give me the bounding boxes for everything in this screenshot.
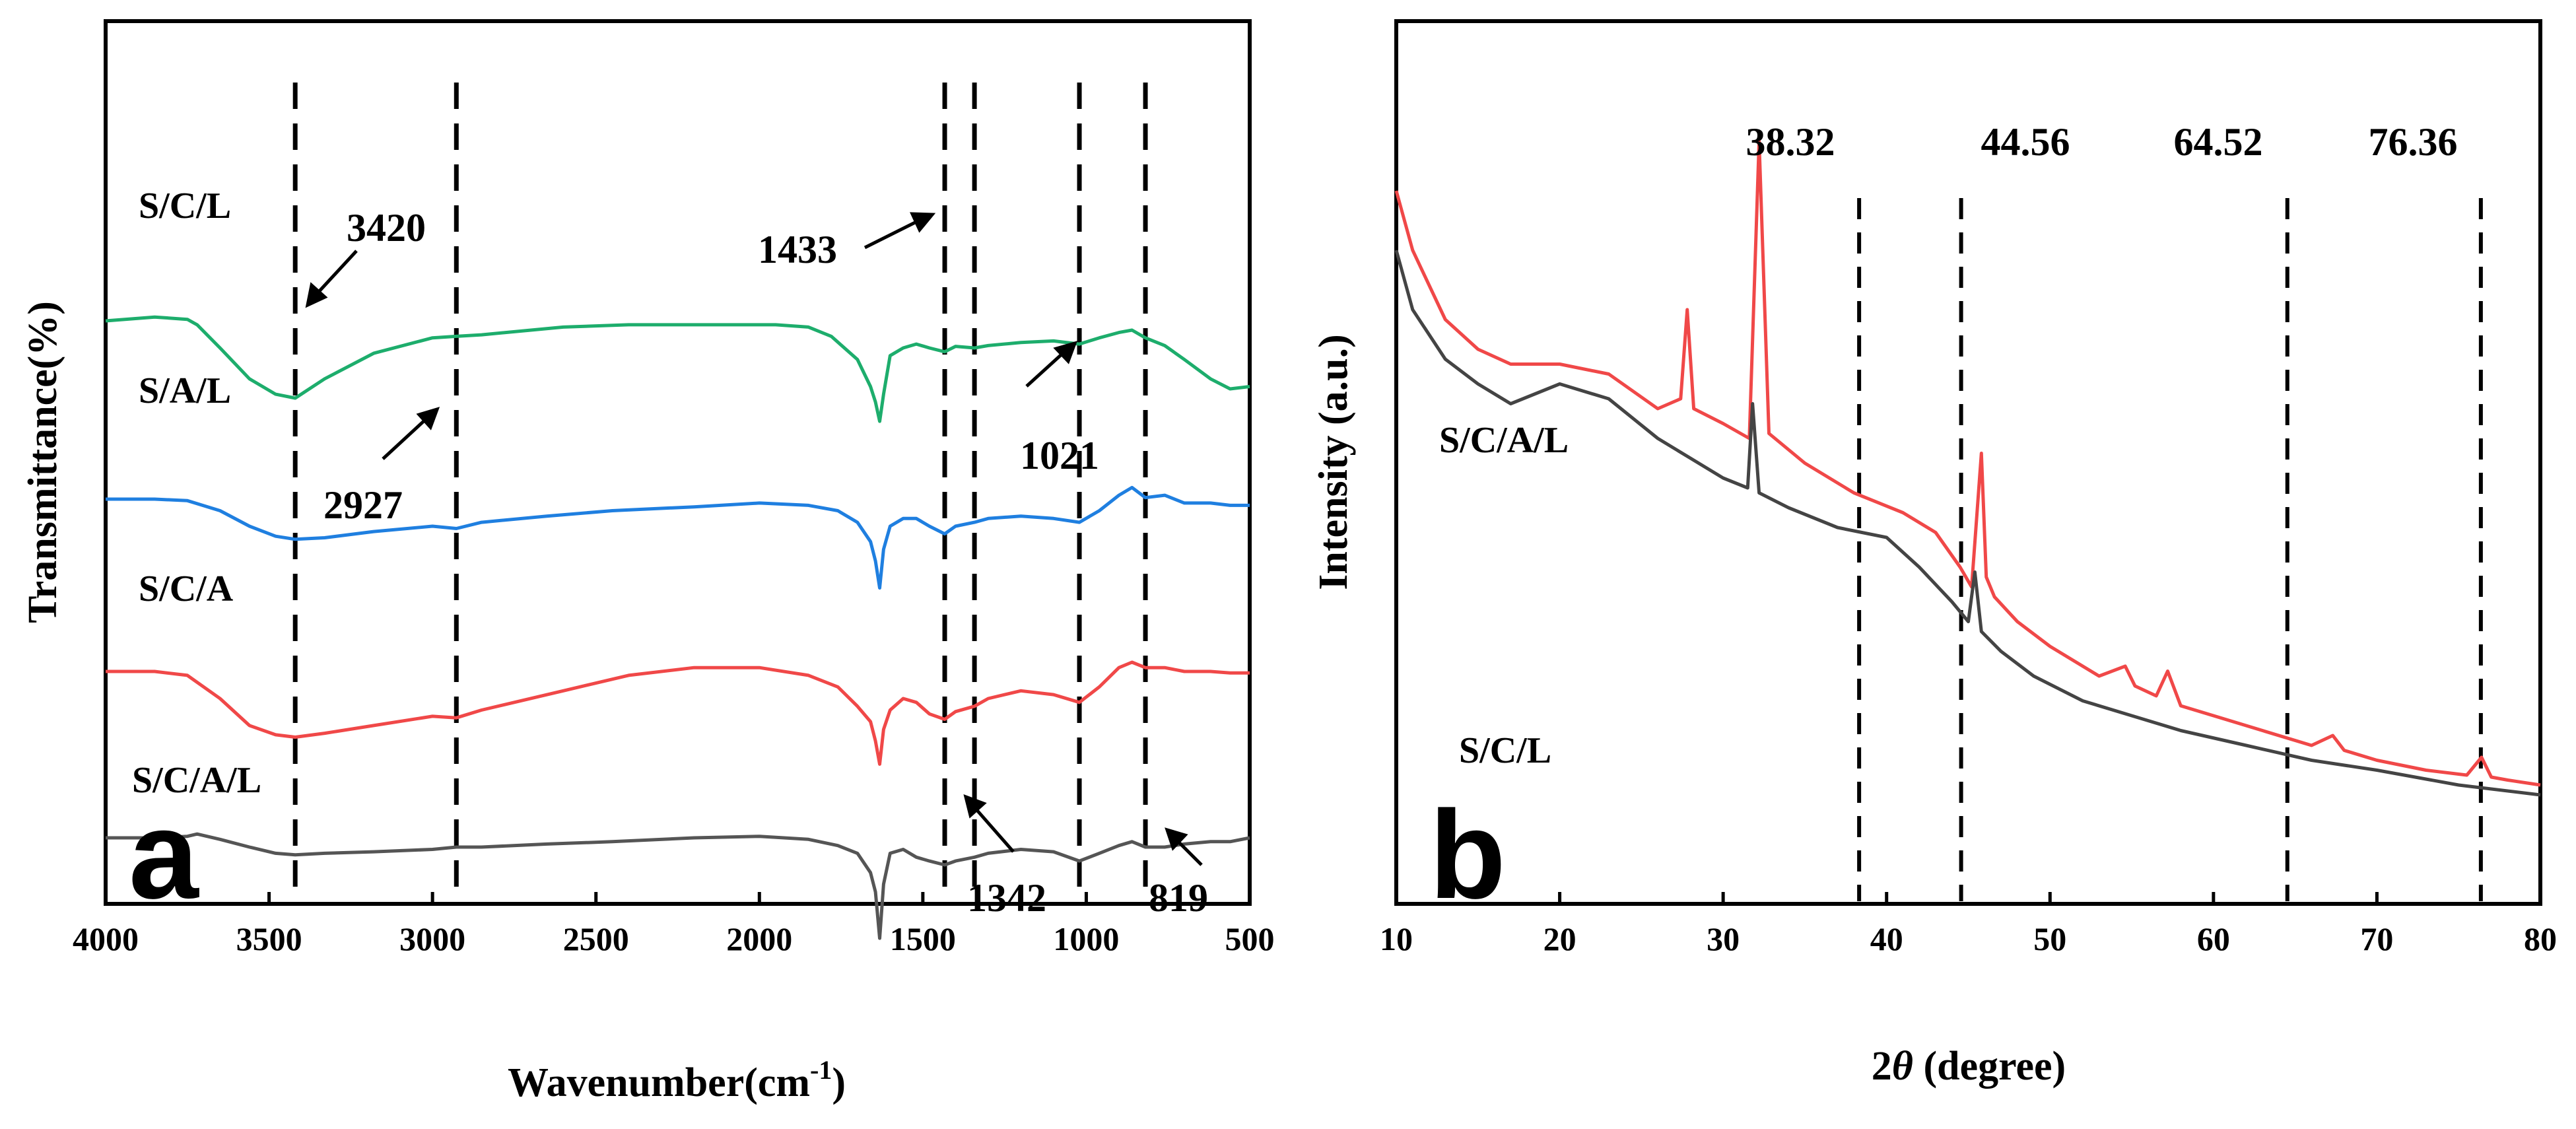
panel-a-series-s-a-l <box>106 485 1250 590</box>
panel-a-reference-lines <box>292 83 1148 901</box>
panel-b-tick-label-10: 10 <box>1380 920 1413 957</box>
arrow-819 <box>1177 840 1203 866</box>
panel-b-tick-label-60: 60 <box>2197 920 2230 957</box>
annotation-1433: 1433 <box>758 228 837 271</box>
panel-a-tick-label-500: 500 <box>1225 920 1275 957</box>
panel-b-series-s-c-a-l <box>1394 139 2541 787</box>
panel-a-letter: a <box>129 785 199 925</box>
arrow-1021 <box>1025 352 1064 388</box>
panel-a-tick-label-3000: 3000 <box>399 920 465 957</box>
panel-a-series <box>105 315 1250 940</box>
annotation-2927: 2927 <box>323 483 403 527</box>
panel-b-y-axis-title: Intensity (a.u.) <box>1311 334 1356 590</box>
annotation-38-32: 38.32 <box>1746 120 1835 164</box>
panel-b-label-s-c-l: S/C/L <box>1459 730 1551 771</box>
panel-a-label-s-c-a-l: S/C/A/L <box>132 760 261 801</box>
arrow-2927-head <box>416 407 440 430</box>
panel-a-label-s-c-a: S/C/A <box>139 568 234 609</box>
panel-b-tick-label-80: 80 <box>2524 920 2557 957</box>
panel-a-tick-label-3500: 3500 <box>236 920 302 957</box>
arrow-2927 <box>382 418 427 460</box>
panel-b-x-ticks: 10 20 30 40 50 60 70 80 <box>1380 892 2557 957</box>
arrow-3420-head <box>305 282 328 308</box>
arrow-1021-head <box>1053 341 1078 364</box>
panel-a-label-s-c-l: S/C/L <box>139 186 231 226</box>
panel-a-label-s-a-l: S/A/L <box>139 370 231 411</box>
arrow-1342-head <box>963 794 987 819</box>
annotation-44-56: 44.56 <box>1981 120 2070 164</box>
panel-b-tick-label-20: 20 <box>1543 920 1576 957</box>
panel-b-tick-label-40: 40 <box>1870 920 1903 957</box>
arrow-819-head <box>1165 827 1188 851</box>
annotation-3420: 3420 <box>347 206 426 250</box>
panel-b-plot-frame <box>1394 19 2542 906</box>
arrow-1342 <box>974 807 1015 853</box>
panel-b-label-s-c-a-l: S/C/A/L <box>1439 420 1569 461</box>
panel-a-tick-label-1500: 1500 <box>890 920 956 957</box>
panel-b-xrd-chart: 10 20 30 40 50 60 70 80 2θ (degree) Intensity (… <box>1311 19 2557 1089</box>
arrow-1433 <box>864 219 919 250</box>
panel-a-arrows <box>305 212 1203 866</box>
panel-b-x-axis-title: 2θ (degree) <box>1872 1044 2066 1089</box>
panel-b-tick-label-70: 70 <box>2360 920 2393 957</box>
panel-a-series-s-c-l <box>105 315 1250 423</box>
panel-b-series <box>1394 139 2541 797</box>
annotation-1021: 1021 <box>1020 434 1099 477</box>
panel-b-letter: b <box>1429 785 1506 925</box>
panel-a-tick-label-2500: 2500 <box>563 920 629 957</box>
panel-a-tick-label-4000: 4000 <box>73 920 139 957</box>
panel-b-tick-label-30: 30 <box>1707 920 1740 957</box>
annotation-64-52: 64.52 <box>2174 120 2263 164</box>
panel-b-series-s-c-l <box>1394 250 2541 797</box>
panel-a-series-s-c-a <box>106 660 1250 766</box>
panel-a-tick-label-2000: 2000 <box>726 920 792 957</box>
arrow-3420 <box>316 250 358 295</box>
panel-a-x-ticks: 4000 3500 3000 2500 2000 1500 1000 500 <box>73 892 1275 957</box>
annotation-76-36: 76.36 <box>2369 120 2458 164</box>
panel-b-reference-lines <box>1857 198 2483 901</box>
arrow-1433-head <box>910 212 936 233</box>
panel-a-series-s-c-a-l <box>106 832 1250 940</box>
panel-a-ftir-chart: 4000 3500 3000 2500 2000 1500 1000 500 Wavenumb… <box>20 19 1275 1105</box>
panel-a-tick-label-1000: 1000 <box>1053 920 1119 957</box>
panel-a-plot-frame <box>104 19 1252 906</box>
annotation-1342: 1342 <box>967 876 1046 920</box>
panel-b-tick-label-50: 50 <box>2033 920 2066 957</box>
annotation-819: 819 <box>1149 876 1208 920</box>
panel-a-y-axis-title: Transmittance(%) <box>20 301 65 623</box>
panel-a-x-axis-title: Wavenumber(cm-1) <box>508 1055 846 1105</box>
